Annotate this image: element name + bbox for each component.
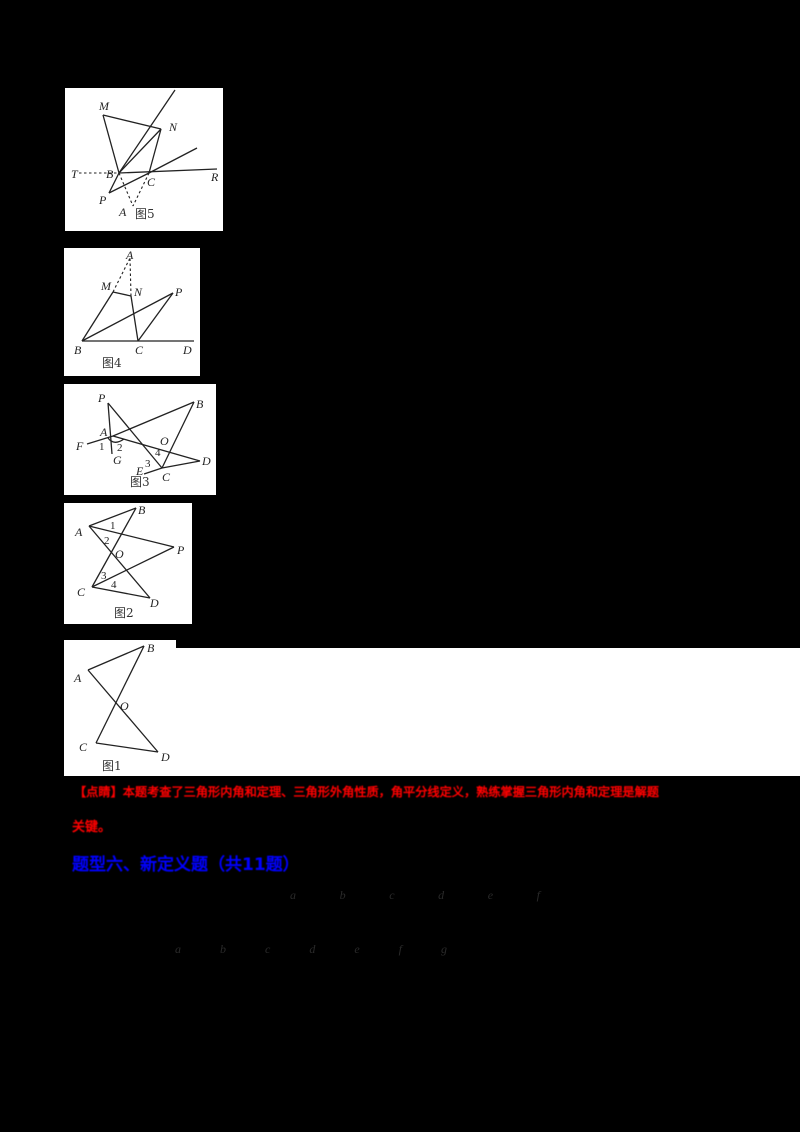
label-A: A	[99, 425, 108, 439]
label-D: D	[201, 454, 211, 468]
label-A: A	[74, 525, 83, 539]
angle-4: 4	[155, 447, 161, 459]
faint-glyph: c	[389, 888, 395, 902]
label-A: A	[125, 248, 134, 262]
angle-3: 3	[101, 570, 107, 582]
figure-3-diagram: P B A F 1 2 G O 4 3 D E C 图3	[75, 391, 211, 489]
label-C: C	[147, 175, 156, 189]
label-O: O	[120, 699, 129, 713]
faint-glyph: d	[438, 888, 445, 902]
section-heading: 题型六、新定义题（共11题）	[72, 855, 300, 875]
label-T: T	[71, 167, 79, 181]
label-D: D	[160, 750, 170, 764]
figure-caption: 图3	[130, 475, 150, 489]
figure-5-diagram: M N T B C R P A 图5	[71, 89, 219, 221]
angle-4: 4	[111, 579, 117, 591]
figure-4: A M N P B C D 图4	[64, 248, 200, 376]
figure-caption: 图1	[102, 759, 122, 773]
figure-caption: 图2	[114, 606, 134, 620]
label-B: B	[147, 641, 155, 655]
solution-note-line-1: 【点睛】本题考查了三角形内角和定理、三角形外角性质，角平分线定义，熟练掌握三角形…	[74, 785, 659, 799]
label-N: N	[168, 120, 178, 134]
angle-1: 1	[110, 520, 116, 532]
label-A: A	[73, 671, 82, 685]
label-B: B	[74, 343, 82, 357]
figure-5: M N T B C R P A 图5	[65, 88, 223, 231]
label-C: C	[162, 470, 171, 484]
label-P: P	[174, 285, 183, 299]
figure-caption: 图4	[102, 356, 122, 370]
figure-3: P B A F 1 2 G O 4 3 D E C 图3	[64, 384, 216, 495]
label-P: P	[98, 193, 107, 207]
angle-1: 1	[99, 441, 105, 453]
faint-glyph: b	[339, 888, 346, 902]
faint-math-line-1: a b c d e f	[290, 888, 540, 903]
figure-2-diagram: B A 1 2 O P 3 4 C D 图2	[74, 503, 185, 620]
angle-2: 2	[104, 535, 110, 547]
label-D: D	[149, 596, 159, 610]
label-C: C	[77, 585, 86, 599]
label-O: O	[115, 547, 124, 561]
faint-math-line-2: a b c d e f g	[175, 942, 465, 956]
label-D: D	[182, 343, 192, 357]
faint-glyph: e	[487, 888, 494, 902]
label-B: B	[106, 167, 114, 181]
figure-4-diagram: A M N P B C D 图4	[74, 248, 194, 370]
label-E: E	[135, 464, 144, 478]
label-B: B	[138, 503, 146, 517]
label-P: P	[97, 391, 106, 405]
angle-2: 2	[117, 442, 123, 454]
solution-note-line-2: 关键。	[72, 820, 112, 835]
label-M: M	[100, 279, 112, 293]
label-B: B	[196, 397, 204, 411]
label-F: F	[75, 439, 84, 453]
label-C: C	[135, 343, 144, 357]
figure-1-diagram: B A O C D 图1	[73, 641, 170, 773]
label-M: M	[98, 99, 110, 113]
label-O: O	[160, 434, 169, 448]
label-C: C	[79, 740, 88, 754]
label-A: A	[118, 205, 127, 219]
figure-1: B A O C D 图1	[64, 641, 800, 776]
label-G: G	[113, 453, 122, 467]
label-R: R	[210, 170, 219, 184]
angle-3: 3	[145, 458, 151, 470]
figure-1-top	[64, 640, 176, 650]
faint-glyph: f	[536, 888, 540, 902]
figure-2: B A 1 2 O P 3 4 C D 图2	[64, 503, 192, 624]
label-P: P	[176, 543, 185, 557]
label-N: N	[133, 285, 143, 299]
figure-caption: 图5	[135, 207, 155, 221]
faint-glyph: a	[290, 888, 296, 902]
